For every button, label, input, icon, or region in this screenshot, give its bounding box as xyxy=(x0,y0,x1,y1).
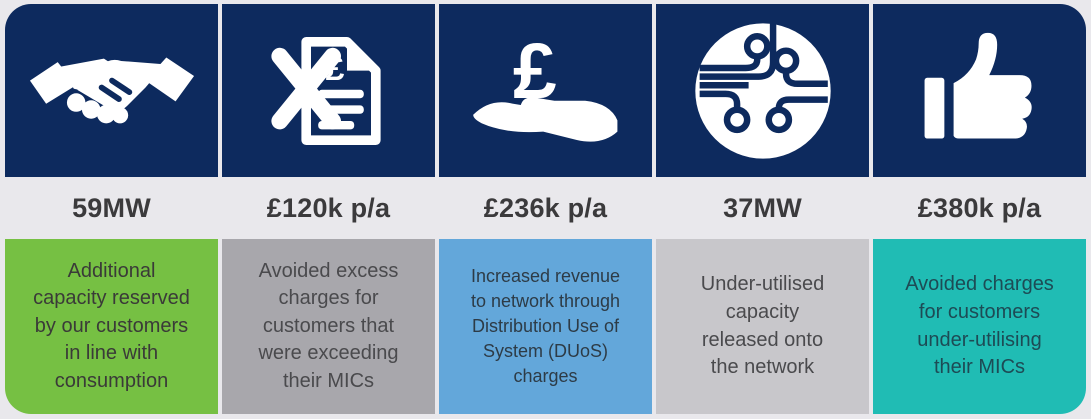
description-text: Under-utilised capacity released onto th… xyxy=(700,273,825,379)
description-box: Avoided excess charges for customers tha… xyxy=(222,239,435,414)
metric-value: £120k p/a xyxy=(266,192,391,223)
metric-value: 59MW xyxy=(72,192,151,223)
metric-value: £380k p/a xyxy=(917,192,1042,223)
icon-box xyxy=(5,4,218,177)
icon-box xyxy=(873,4,1086,177)
metric-value: £236k p/a xyxy=(483,192,608,223)
circuit-network-icon xyxy=(694,22,831,159)
handshake-icon xyxy=(29,56,194,123)
icon-box xyxy=(656,4,869,177)
description-box: Under-utilised capacity released onto th… xyxy=(656,239,869,414)
description-box: Increased revenue to network through Dis… xyxy=(439,239,652,414)
icon-box: £ xyxy=(222,4,435,177)
cancelled-invoice-icon: £ xyxy=(270,36,381,145)
hand-holding-pound-icon: £ xyxy=(472,28,617,142)
description-text: Avoided excess charges for customers tha… xyxy=(258,259,399,392)
description-box: Additional capacity reserved by our cust… xyxy=(5,239,218,414)
icon-box: £ xyxy=(439,4,652,177)
description-text: Avoided charges for customers under-util… xyxy=(905,273,1054,379)
metric-value: 37MW xyxy=(723,192,802,223)
description-text: Additional capacity reserved by our cust… xyxy=(33,259,190,392)
thumbs-up-icon xyxy=(924,32,1032,139)
description-text: Increased revenue to network through Dis… xyxy=(470,265,621,387)
description-box: Avoided charges for customers under-util… xyxy=(873,239,1086,414)
